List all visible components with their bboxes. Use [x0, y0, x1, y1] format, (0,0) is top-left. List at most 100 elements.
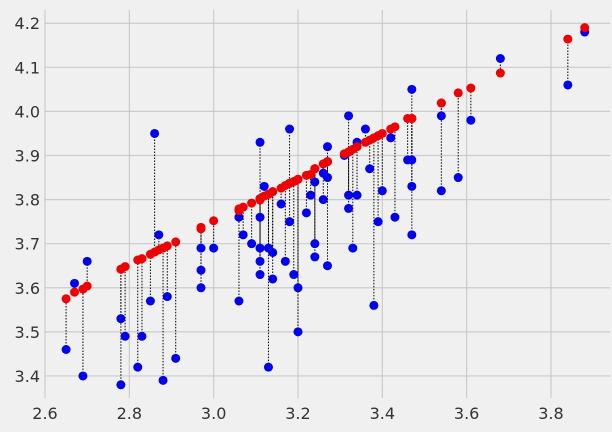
- x-tick-label: 3.6: [454, 404, 479, 423]
- predicted-point: [247, 198, 257, 208]
- predicted-point: [209, 216, 219, 226]
- actual-point: [162, 292, 172, 302]
- predicted-point: [436, 98, 446, 108]
- x-tick-label: 2.8: [117, 404, 142, 423]
- actual-point: [196, 243, 206, 253]
- actual-point: [344, 190, 354, 200]
- actual-point: [285, 217, 295, 227]
- actual-points: [61, 27, 590, 390]
- predicted-point: [407, 113, 417, 123]
- actual-point: [390, 212, 400, 222]
- y-tick-labels: 3.4 3.5 3.6 3.7 3.8 3.9 4.0 4.1 4.2: [15, 14, 40, 386]
- actual-point: [234, 212, 244, 222]
- actual-point: [154, 230, 164, 240]
- actual-point: [310, 239, 320, 249]
- predicted-point: [61, 294, 71, 304]
- actual-point: [150, 128, 160, 138]
- actual-point: [436, 186, 446, 196]
- x-tick-label: 3.0: [201, 404, 226, 423]
- actual-point: [209, 243, 219, 253]
- actual-point: [365, 164, 375, 174]
- actual-point: [70, 278, 80, 288]
- actual-point: [563, 80, 573, 90]
- predicted-point: [466, 83, 476, 93]
- actual-point: [310, 252, 320, 262]
- actual-point: [78, 371, 88, 381]
- predicted-point: [390, 122, 400, 132]
- actual-point: [116, 314, 126, 324]
- predicted-point: [293, 174, 303, 184]
- actual-point: [255, 256, 265, 266]
- actual-point: [268, 274, 278, 284]
- predicted-point: [196, 222, 206, 232]
- actual-point: [323, 261, 332, 271]
- predicted-point: [120, 262, 130, 272]
- actual-point: [255, 137, 265, 147]
- actual-point: [255, 270, 265, 280]
- predicted-point: [310, 164, 320, 174]
- actual-point: [280, 256, 290, 266]
- actual-point: [196, 283, 206, 293]
- actual-point: [348, 243, 358, 253]
- x-tick-label: 3.4: [370, 404, 395, 423]
- actual-point: [318, 195, 328, 205]
- y-tick-label: 3.5: [15, 323, 40, 342]
- actual-point: [369, 300, 379, 310]
- predicted-point: [162, 241, 172, 251]
- actual-point: [234, 296, 244, 306]
- x-tick-label: 3.8: [538, 404, 563, 423]
- x-tick-labels: 2.6 2.8 3.0 3.2 3.4 3.6 3.8: [32, 404, 563, 423]
- actual-point: [133, 362, 143, 372]
- actual-point: [306, 190, 316, 200]
- predicted-point: [70, 287, 80, 297]
- actual-point: [495, 54, 505, 63]
- actual-point: [263, 362, 273, 372]
- predicted-point: [238, 202, 248, 212]
- x-tick-label: 3.2: [285, 404, 310, 423]
- x-tick-label: 2.6: [32, 404, 57, 423]
- actual-point: [301, 208, 311, 218]
- actual-point: [120, 331, 130, 341]
- predicted-point: [453, 88, 463, 98]
- actual-point: [407, 230, 417, 240]
- actual-point: [453, 173, 463, 183]
- predicted-point: [563, 34, 573, 44]
- actual-point: [436, 111, 446, 121]
- predicted-point: [377, 128, 387, 138]
- actual-point: [145, 296, 155, 306]
- actual-point: [293, 327, 303, 337]
- actual-point: [323, 142, 332, 152]
- actual-point: [466, 115, 476, 125]
- actual-point: [352, 190, 362, 200]
- predicted-point: [323, 157, 332, 167]
- predicted-point: [495, 68, 505, 78]
- actual-point: [360, 124, 370, 134]
- actual-point: [407, 84, 417, 94]
- actual-point: [255, 243, 265, 253]
- actual-point: [289, 270, 299, 280]
- actual-point: [268, 248, 278, 257]
- y-tick-label: 3.4: [15, 367, 40, 386]
- actual-point: [407, 155, 417, 165]
- actual-point: [377, 186, 387, 196]
- actual-point: [276, 199, 286, 209]
- actual-point: [285, 124, 295, 134]
- actual-point: [196, 265, 206, 275]
- predicted-point: [352, 142, 362, 152]
- actual-point: [255, 212, 265, 222]
- actual-point: [82, 256, 92, 266]
- actual-point: [259, 181, 269, 191]
- actual-point: [137, 331, 147, 341]
- actual-point: [386, 133, 396, 143]
- predicted-point: [171, 237, 181, 247]
- actual-point: [247, 239, 257, 249]
- actual-point: [344, 111, 354, 121]
- predicted-points: [61, 23, 590, 304]
- predicted-point: [268, 187, 278, 197]
- actual-point: [344, 203, 354, 213]
- actual-point: [158, 375, 168, 385]
- y-tick-label: 4.1: [15, 58, 40, 77]
- actual-point: [293, 283, 303, 293]
- y-tick-label: 4.0: [15, 102, 40, 121]
